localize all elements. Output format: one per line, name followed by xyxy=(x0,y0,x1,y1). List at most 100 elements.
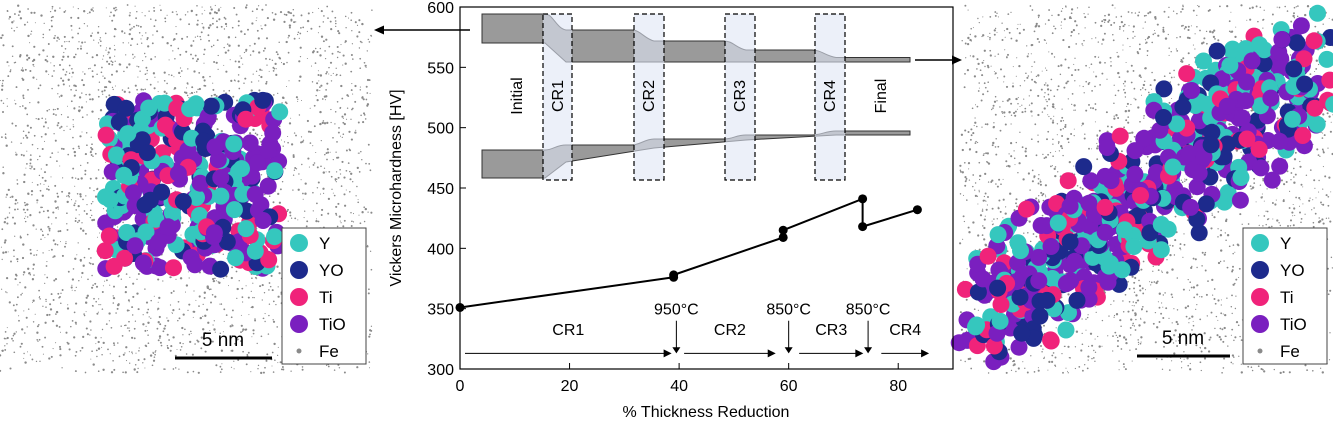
fe-atom xyxy=(102,75,104,77)
fe-atom xyxy=(1094,351,1097,353)
fe-atom xyxy=(1066,80,1069,83)
fe-atom xyxy=(30,33,32,35)
fe-atom xyxy=(981,234,984,236)
fe-atom xyxy=(145,66,148,69)
fe-atom xyxy=(324,57,327,60)
fe-atom xyxy=(203,28,205,30)
fe-atom xyxy=(329,61,333,64)
fe-atom xyxy=(97,298,100,300)
fe-atom xyxy=(254,276,257,279)
fe-atom xyxy=(1004,115,1006,118)
fe-atom xyxy=(1328,176,1331,179)
fe-atom xyxy=(170,187,172,190)
legend-swatch xyxy=(290,234,308,252)
fe-atom xyxy=(90,203,93,205)
fe-atom xyxy=(1206,315,1208,317)
fe-atom xyxy=(103,77,106,80)
fe-atom xyxy=(1100,24,1103,28)
fe-atom xyxy=(320,214,323,216)
fe-atom xyxy=(1091,148,1093,150)
fe-atom xyxy=(350,53,353,57)
fe-atom xyxy=(59,348,62,351)
fe-atom xyxy=(1312,199,1314,201)
fe-atom xyxy=(133,327,136,330)
fe-atom xyxy=(327,148,329,150)
fe-atom xyxy=(85,311,87,313)
fe-atom xyxy=(279,57,282,60)
fe-atom xyxy=(991,223,994,226)
fe-atom xyxy=(365,64,367,66)
fe-atom xyxy=(1217,261,1221,265)
fe-atom xyxy=(1162,306,1164,308)
fe-atom xyxy=(104,32,107,35)
fe-atom xyxy=(281,102,283,104)
fe-atom xyxy=(9,196,12,199)
fe-atom xyxy=(35,118,37,120)
fe-atom xyxy=(106,60,109,63)
fe-atom xyxy=(1329,289,1332,292)
fe-atom xyxy=(162,280,164,282)
fe-atom xyxy=(1259,184,1262,186)
fe-atom xyxy=(339,51,341,54)
fe-atom xyxy=(105,96,108,98)
fe-atom xyxy=(97,31,100,34)
fe-atom xyxy=(1037,134,1039,136)
fe-atom xyxy=(222,253,225,256)
fe-atom xyxy=(349,170,351,173)
fe-atom xyxy=(304,192,307,195)
fe-atom xyxy=(247,296,250,299)
fe-atom xyxy=(1185,343,1188,346)
fe-atom xyxy=(1122,49,1124,51)
fe-atom xyxy=(976,105,979,108)
fe-atom xyxy=(1314,212,1317,215)
fe-atom xyxy=(1027,219,1029,222)
fe-atom xyxy=(1195,335,1197,338)
fe-atom xyxy=(1038,174,1040,176)
precipitate-atom xyxy=(100,227,118,245)
fe-atom xyxy=(1278,222,1280,224)
fe-atom xyxy=(319,47,322,50)
fe-atom xyxy=(309,107,311,109)
fe-atom xyxy=(68,192,71,195)
fe-atom xyxy=(1262,18,1265,21)
fe-atom xyxy=(282,96,285,100)
fe-atom xyxy=(1263,215,1266,217)
fe-atom xyxy=(1176,37,1178,39)
fe-atom xyxy=(166,344,169,347)
fe-atom xyxy=(86,294,89,297)
fe-atom xyxy=(251,10,254,13)
fe-atom xyxy=(39,298,41,300)
fe-atom xyxy=(261,69,263,71)
fe-atom xyxy=(315,94,317,97)
fe-atom xyxy=(351,107,354,110)
fe-atom xyxy=(1222,367,1225,369)
fe-atom xyxy=(92,201,94,203)
fe-atom xyxy=(1118,28,1121,30)
fe-atom xyxy=(1132,30,1134,33)
fe-atom xyxy=(3,337,6,340)
fe-atom xyxy=(328,73,330,75)
fe-atom xyxy=(996,12,998,15)
fe-atom xyxy=(1015,75,1017,77)
fe-atom xyxy=(65,331,68,334)
fe-atom xyxy=(94,195,98,198)
fe-atom xyxy=(356,185,358,188)
fe-atom xyxy=(91,75,94,78)
fe-atom xyxy=(1262,27,1264,29)
fe-atom xyxy=(1009,192,1012,195)
precipitate-atom xyxy=(237,110,255,128)
fe-atom xyxy=(262,317,265,320)
fe-atom xyxy=(202,328,205,331)
fe-atom xyxy=(20,153,23,156)
fe-atom xyxy=(59,7,61,9)
fe-atom xyxy=(122,221,124,224)
fe-atom xyxy=(48,29,51,31)
fe-atom xyxy=(52,113,55,116)
fe-atom xyxy=(1144,289,1147,291)
fe-atom xyxy=(1033,30,1036,33)
fe-atom xyxy=(104,280,106,282)
fe-atom xyxy=(130,336,134,339)
fe-atom xyxy=(1328,115,1331,118)
fe-atom xyxy=(362,112,366,115)
fe-atom xyxy=(964,4,967,7)
